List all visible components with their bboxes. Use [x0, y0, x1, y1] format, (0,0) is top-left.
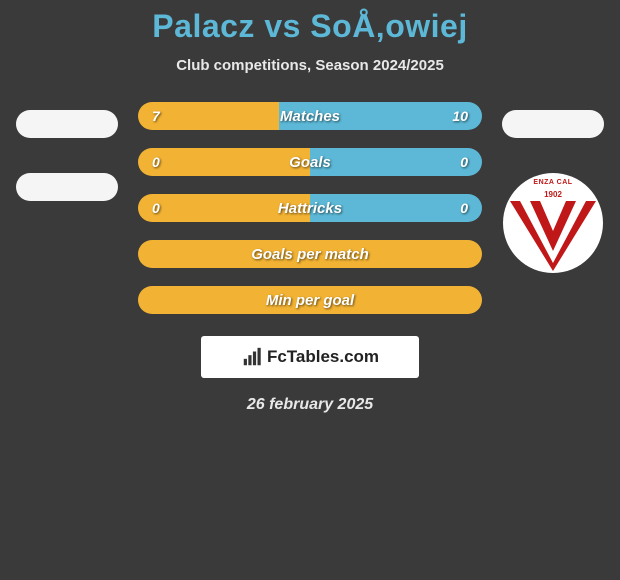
stat-label: Goals [138, 148, 482, 176]
badge-year: 1902 [503, 190, 603, 199]
stat-row: Goals per match [138, 240, 482, 268]
stat-left-value: 0 [152, 148, 160, 176]
stat-left-value: 7 [152, 102, 160, 130]
page-subtitle: Club competitions, Season 2024/2025 [0, 57, 620, 74]
stat-right-value: 10 [452, 102, 468, 130]
page-title: Palacz vs SoÅ‚owiej [0, 8, 620, 45]
stat-row: Matches7 10 [138, 102, 482, 130]
left-team-column [16, 102, 118, 201]
stat-row: Hattricks0 0 [138, 194, 482, 222]
stat-right-value: 0 [460, 194, 468, 222]
branding-chart-icon [241, 346, 263, 368]
stat-right-value: 0 [460, 148, 468, 176]
right-team-logo-placeholder [502, 110, 604, 138]
stat-label: Matches [138, 102, 482, 130]
comparison-section: Matches710Goals00Hattricks00Goals per ma… [0, 102, 620, 314]
stat-row: Goals0 0 [138, 148, 482, 176]
infographic-container: Palacz vs SoÅ‚owiej Club competitions, S… [0, 0, 620, 414]
branding-text: FcTables.com [267, 347, 379, 367]
right-team-badge: ENZA CAL 1902 [503, 173, 603, 273]
right-team-column: ENZA CAL 1902 [502, 102, 604, 273]
stat-label: Goals per match [138, 240, 482, 268]
stat-label: Hattricks [138, 194, 482, 222]
stats-column: Matches710Goals00Hattricks00Goals per ma… [138, 102, 482, 314]
badge-v-icon [510, 201, 596, 271]
stat-row: Min per goal [138, 286, 482, 314]
badge-arc-text: ENZA CAL [503, 179, 603, 186]
date-line: 26 february 2025 [0, 396, 620, 414]
branding-box: FcTables.com [201, 336, 419, 378]
left-team-logo-placeholder-2 [16, 173, 118, 201]
stat-left-value: 0 [152, 194, 160, 222]
left-team-logo-placeholder-1 [16, 110, 118, 138]
stat-label: Min per goal [138, 286, 482, 314]
